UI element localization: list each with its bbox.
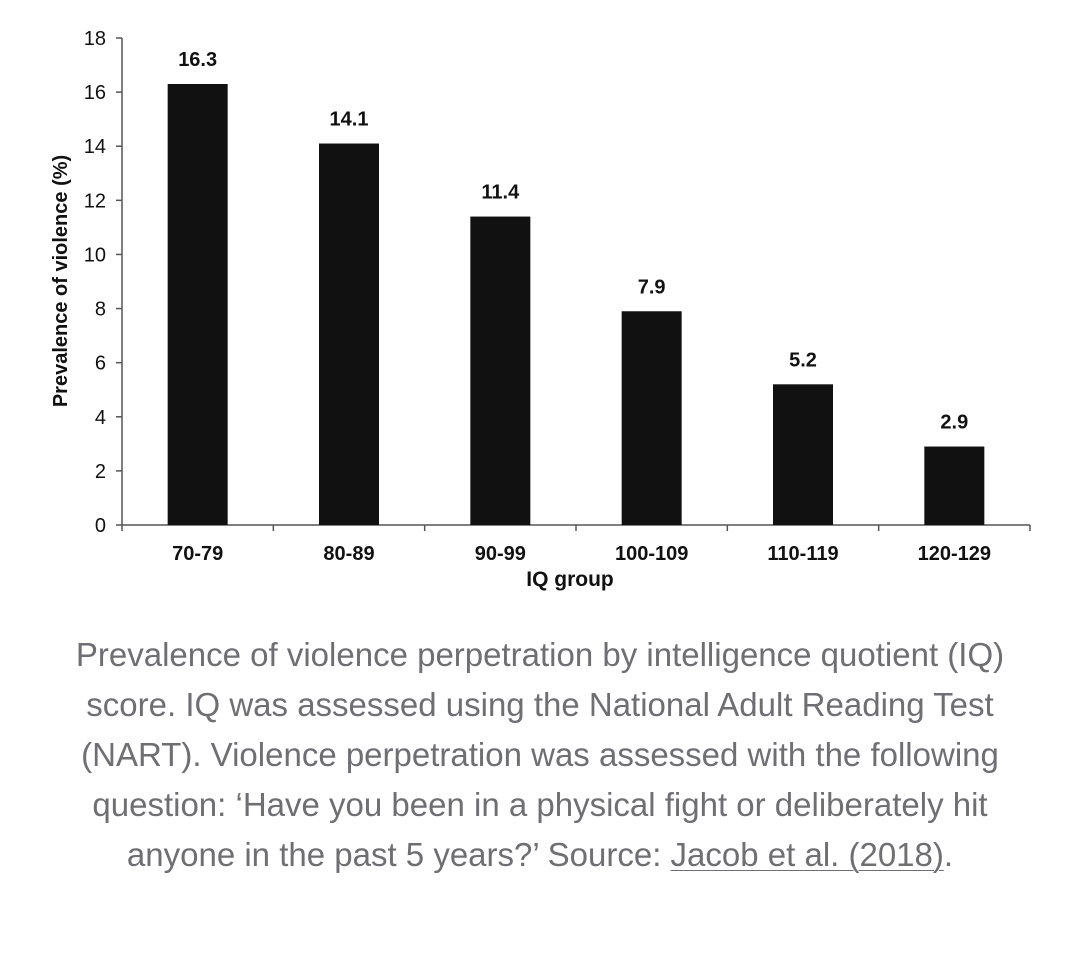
y-tick-label: 0 xyxy=(95,515,106,537)
bar xyxy=(167,83,228,525)
x-tick-label: 70-79 xyxy=(172,543,223,565)
bar-value-label: 11.4 xyxy=(481,182,520,204)
x-tick-label: 80-89 xyxy=(323,543,374,565)
y-axis-label: Prevalence of violence (%) xyxy=(50,155,72,407)
caption-text: Prevalence of violence perpetration by i… xyxy=(75,636,1005,873)
bar-value-label: 14.1 xyxy=(330,109,369,131)
y-tick-label: 8 xyxy=(95,299,106,321)
x-tick-label: 110-119 xyxy=(767,543,838,565)
y-tick-label: 10 xyxy=(84,244,106,266)
bar xyxy=(773,384,833,525)
bar xyxy=(319,143,379,525)
bar-value-label: 7.9 xyxy=(638,276,666,298)
bar-value-label: 2.9 xyxy=(940,412,968,434)
bar-value-label: 5.2 xyxy=(789,349,817,371)
x-tick-label: 120-129 xyxy=(918,543,991,565)
bar xyxy=(470,216,531,526)
caption-end: . xyxy=(943,836,954,873)
bar xyxy=(924,446,985,525)
source-link[interactable]: Jacob et al. (2018) xyxy=(670,836,944,873)
chart-svg: 0 2 4 6 8 10 12 14 16 18 16.3 70-79 14.1 80-89 11.4 90-… xyxy=(50,28,1031,591)
x-tick-label: 100-109 xyxy=(615,543,688,565)
y-tick-label: 16 xyxy=(84,82,106,104)
y-tick-label: 18 xyxy=(84,28,106,50)
bar xyxy=(621,311,682,525)
y-tick-label: 12 xyxy=(84,190,106,212)
y-tick-label: 14 xyxy=(84,136,106,158)
y-tick-label: 6 xyxy=(95,353,106,375)
x-axis-label: IQ group xyxy=(526,568,614,591)
y-tick-label: 2 xyxy=(95,461,106,483)
bar-chart: 0 2 4 6 8 10 12 14 16 18 16.3 70-79 14.1 80-89 11.4 90-… xyxy=(50,28,1031,591)
x-tick-label: 90-99 xyxy=(475,543,526,565)
figure-caption: Prevalence of violence perpetration by i… xyxy=(40,630,1040,880)
bar-value-label: 16.3 xyxy=(178,49,217,71)
y-tick-label: 4 xyxy=(95,407,106,429)
